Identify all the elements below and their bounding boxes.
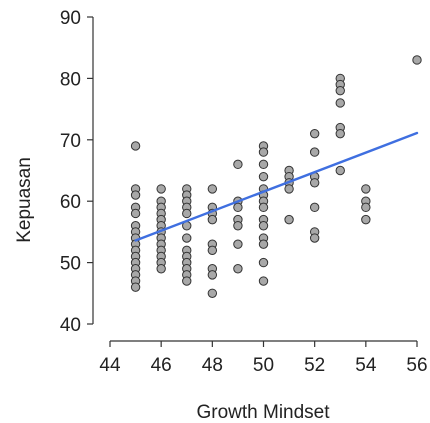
data-point [130, 141, 141, 151]
data-point [233, 159, 243, 170]
data-point [258, 202, 269, 213]
x-tick-label: 44 [99, 355, 121, 376]
y-tick-label: 80 [60, 69, 81, 90]
data-point [258, 276, 269, 286]
data-point [207, 288, 218, 298]
x-tick-label: 46 [151, 355, 172, 376]
x-axis: 44 46 48 50 52 54 56 [99, 340, 428, 376]
data-point [130, 208, 141, 219]
data-point [207, 214, 218, 225]
data-point [361, 184, 371, 194]
data-point [284, 184, 294, 194]
data-point [207, 245, 218, 256]
trend-line [134, 131, 419, 242]
data-points [130, 55, 422, 298]
data-point [258, 159, 269, 170]
data-point [335, 165, 345, 176]
data-point [309, 202, 320, 213]
data-point [258, 171, 269, 182]
x-tick-label: 48 [202, 355, 223, 376]
x-tick-label: 52 [304, 355, 325, 376]
y-axis-title: Kepuasan [14, 157, 35, 243]
data-point [309, 233, 320, 243]
data-point [258, 221, 269, 231]
data-point [284, 214, 294, 225]
x-tick-label: 54 [355, 355, 377, 376]
data-point [361, 214, 371, 225]
data-point [233, 239, 243, 249]
y-tick-label: 40 [60, 315, 81, 336]
trend-line-group [134, 131, 419, 242]
data-point [309, 178, 320, 188]
data-point [335, 98, 345, 108]
data-point [309, 147, 320, 157]
data-point [258, 147, 269, 157]
y-axis: 40 50 60 70 80 90 [60, 8, 94, 336]
data-point [412, 55, 422, 65]
data-point [156, 264, 166, 274]
y-tick-label: 60 [60, 192, 81, 213]
data-point [233, 221, 243, 231]
data-point [258, 257, 269, 268]
x-tick-label: 56 [406, 355, 427, 376]
data-point [130, 190, 141, 200]
data-point [156, 184, 166, 194]
data-point [335, 128, 345, 139]
y-tick-label: 50 [60, 254, 81, 275]
data-point [182, 233, 192, 243]
data-point [130, 282, 141, 292]
x-tick-label: 50 [253, 355, 274, 376]
y-tick-label: 70 [60, 131, 81, 152]
data-point [258, 239, 269, 249]
data-point [309, 128, 320, 139]
x-axis-title: Growth Mindset [196, 402, 330, 423]
y-tick-label: 90 [60, 8, 81, 29]
data-point [335, 85, 345, 96]
data-point [207, 270, 218, 280]
data-point [361, 202, 371, 213]
data-point [233, 264, 243, 274]
data-point [207, 184, 218, 194]
data-point [182, 276, 192, 286]
data-point [182, 208, 192, 219]
data-point [233, 202, 243, 213]
